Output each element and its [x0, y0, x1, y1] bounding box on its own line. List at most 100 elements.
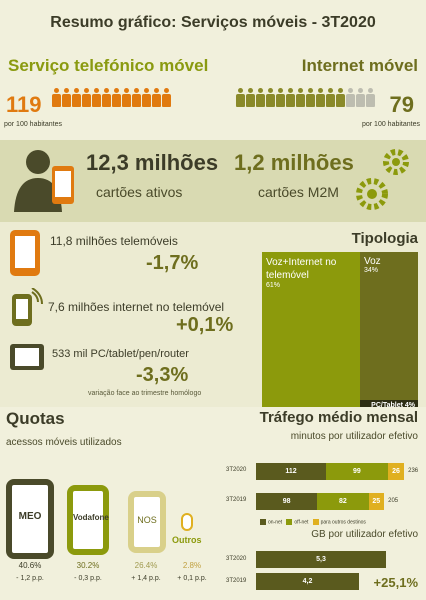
tipologia-treemap: Voz+Internet no telemóvel 61% Voz 34% PC… [262, 252, 418, 414]
person-icon [296, 88, 305, 107]
tipologia-title: Tipologia [351, 230, 418, 247]
bar-segment: 99 [326, 463, 388, 480]
devices-band: 11,8 milhões telemóveis -1,7% 7,6 milhõe… [0, 222, 426, 414]
device-label-pc: 533 mil PC/tablet/pen/router [52, 348, 189, 360]
traffic-title: Tráfego médio mensal [259, 409, 418, 426]
category-label: 3T2020 [226, 556, 247, 562]
gb-change: +25,1% [373, 575, 418, 590]
person-icon [162, 88, 171, 107]
tipologia-label: Voz [364, 256, 381, 267]
operator-share: 40.6% [18, 561, 42, 570]
person-icon [122, 88, 131, 107]
internet-people [236, 88, 376, 112]
tipologia-pct: 4% [404, 402, 415, 409]
operator-change: - 1,2 p.p. [16, 575, 44, 582]
minutes-subtitle: minutos por utilizador efetivo [290, 431, 418, 442]
device-label-phones: 11,8 milhões telemóveis [50, 234, 178, 248]
gb-chart: 3T2020 5,3 3T2019 4,2 [226, 549, 422, 597]
bar-segment: 26 [387, 463, 405, 480]
person-icon [102, 88, 111, 107]
person-icon [92, 88, 101, 107]
internet-per: por 100 habitantes [362, 121, 420, 128]
bar: 4,2 [256, 573, 360, 590]
gb-subtitle: GB por utilizador efetivo [311, 529, 418, 540]
operator-meo-phone: MEO [6, 479, 54, 559]
operator-share: 2.8% [182, 561, 202, 570]
person-icon [246, 88, 255, 107]
person-icon [356, 88, 365, 107]
quotas-subtitle: acessos móveis utilizados [6, 437, 122, 448]
bar-segment: 112 [256, 463, 326, 480]
penetration-band: Serviço telefónico móvel Internet móvel … [0, 48, 426, 140]
legend-label: para outros destinos [320, 519, 366, 526]
person-icon [286, 88, 295, 107]
smartphone-icon [10, 230, 40, 276]
operator-outros-phone [181, 513, 193, 531]
minutes-legend: on-net off-net para outros destinos [260, 519, 366, 525]
legend-swatch [312, 519, 319, 525]
person-icon [132, 88, 141, 107]
person-icon [52, 88, 61, 107]
voice-heading: Serviço telefónico móvel [8, 56, 209, 75]
person-icon [112, 88, 121, 107]
person-icon [336, 88, 345, 107]
legend-swatch [260, 519, 266, 525]
legend-swatch [286, 519, 293, 525]
m2m-cards-label: cartões M2M [258, 184, 339, 200]
bottom-band: Quotas acessos móveis utilizados MEO Vod… [0, 407, 426, 600]
person-icon [316, 88, 325, 107]
operator-name: Outros [172, 535, 202, 545]
active-cards-label: cartões ativos [96, 184, 183, 200]
person-icon [366, 88, 375, 107]
bar-segment: 98 [256, 493, 318, 510]
tablet-icon [10, 344, 44, 370]
gears-icon [356, 149, 409, 210]
tipologia-cell-voice-internet: Voz+Internet no telemóvel 61% [262, 252, 360, 414]
category-label: 3T2019 [226, 578, 247, 584]
internet-value: 79 [389, 92, 414, 117]
cards-band: 12,3 milhões cartões ativos 1,2 milhões … [0, 140, 426, 222]
person-icon [152, 88, 161, 107]
device-change-phones: -1,7% [146, 252, 199, 274]
tipologia-cell-voice: Voz 34% [360, 252, 418, 400]
quotas-title: Quotas [6, 409, 65, 428]
title-band: Resumo gráfico: Serviços móveis - 3T2020 [0, 0, 426, 48]
operator-vodafone-phone: Vodafone [67, 485, 109, 555]
device-label-internet: 7,6 milhões internet no telemóvel [48, 300, 225, 314]
bar: 5,3 [256, 551, 386, 568]
tipologia-pct: 34% [364, 267, 379, 274]
operator-nos-phone: NOS [128, 491, 166, 553]
person-phone-icon [14, 150, 74, 212]
minutes-chart: 3T2020 112 99 26 236 3T2019 98 82 25 205 on-net o… [226, 451, 422, 531]
total-label: 205 [388, 498, 399, 504]
tipologia-label: Voz+Internet no telemóvel [266, 257, 337, 281]
legend-label: off-net [294, 519, 309, 526]
bar-segment: 25 [368, 493, 385, 510]
person-icon [82, 88, 91, 107]
category-label: 3T2019 [226, 497, 247, 503]
legend-label: on-net [268, 519, 283, 526]
operator-change: - 0,3 p.p. [74, 575, 102, 582]
operator-share: 30.2% [76, 561, 100, 570]
voice-per: por 100 habitantes [4, 121, 62, 128]
m2m-cards-value: 1,2 milhões [234, 150, 354, 175]
voice-people [52, 88, 172, 112]
operator-name: NOS [137, 515, 157, 525]
operator-change: + 1,4 p.p. [131, 575, 161, 582]
person-icon [326, 88, 335, 107]
category-label: 3T2020 [226, 467, 247, 473]
voice-value: 119 [6, 92, 42, 117]
page-title: Resumo gráfico: Serviços móveis - 3T2020 [50, 14, 376, 31]
device-change-pc: -3,3% [136, 364, 189, 386]
tipologia-label: PC/Tablet [371, 402, 403, 409]
operator-name: MEO [18, 511, 42, 522]
person-icon [142, 88, 151, 107]
operator-name: Vodafone [73, 513, 109, 522]
person-icon [266, 88, 275, 107]
person-icon [236, 88, 245, 107]
person-icon [306, 88, 315, 107]
total-label: 236 [408, 468, 419, 474]
person-icon [72, 88, 81, 107]
person-icon [276, 88, 285, 107]
active-cards-value: 12,3 milhões [86, 150, 219, 175]
